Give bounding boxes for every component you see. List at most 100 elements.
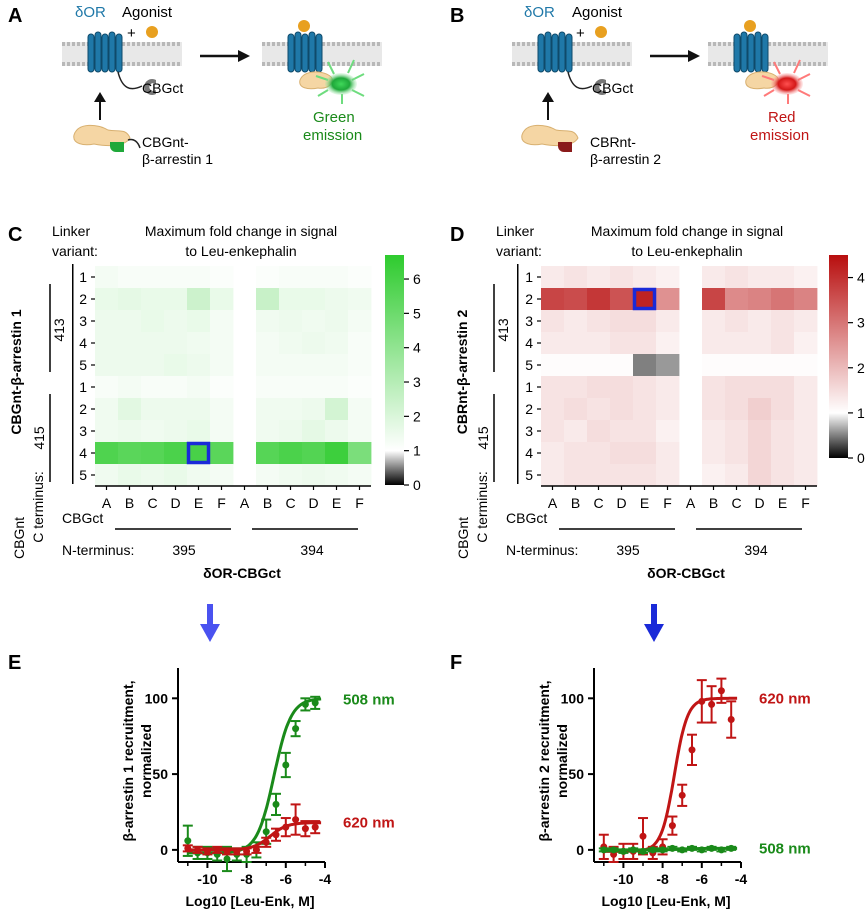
heatmap-cell [210, 354, 234, 377]
column-label: F [801, 495, 810, 511]
heatmap-cell [587, 464, 611, 487]
data-point [678, 846, 686, 854]
heatmap-cell [794, 464, 818, 487]
heatmap-cell [95, 442, 119, 465]
heatmap-cell [141, 442, 165, 465]
plus-sign: + [576, 25, 585, 42]
column-label: F [663, 495, 672, 511]
heatmap-cell [748, 442, 772, 465]
heatmap-cell [702, 464, 726, 487]
row-label: 5 [79, 467, 87, 483]
column-label: C [593, 495, 603, 511]
cbgct-label: CBGct [142, 80, 183, 96]
colorbar-tick-label: 3 [857, 315, 865, 331]
data-point [272, 800, 280, 808]
data-point [600, 846, 608, 854]
x-group-label-395: 395 [172, 542, 196, 558]
heatmap-cell [95, 332, 119, 355]
emission-label-line1: Red [768, 109, 796, 126]
row-label: 4 [79, 445, 87, 461]
heatmap-cell [610, 442, 634, 465]
column-label: B [571, 495, 580, 511]
panel-c: C Linker variant: Maximum fold change in… [8, 223, 421, 581]
heatmap-cell [141, 354, 165, 377]
heatmap-cell [325, 354, 349, 377]
heatmap-cell [794, 442, 818, 465]
data-point [301, 825, 309, 833]
arrestin-linker [127, 138, 141, 149]
colorbar-tick-label: 3 [413, 374, 421, 390]
heatmap-cell [141, 420, 165, 443]
series-508-nm: 508 nm [182, 692, 395, 873]
x-terminus-label-line1: CBGct [506, 510, 547, 526]
heatmap-cell [302, 398, 326, 421]
heatmap-cell [141, 332, 165, 355]
y-axis-title-line1: β-arrestin 1 recruitment, [120, 680, 136, 841]
heatmap-cell [656, 266, 680, 289]
heatmap-cell [325, 376, 349, 399]
heatmap-cell [587, 420, 611, 443]
column-label: E [778, 495, 787, 511]
linker-label-line1: Linker [52, 223, 90, 239]
heatmap-cell [302, 376, 326, 399]
heatmap-cell [187, 288, 211, 311]
heatmap-cell [279, 288, 303, 311]
heatmap-cell [118, 464, 142, 487]
c-tail-linker [117, 71, 143, 90]
row-label: 3 [525, 423, 533, 439]
row-label: 5 [525, 467, 533, 483]
heatmap-cell [725, 420, 749, 443]
heatmap-cell [541, 310, 565, 333]
heatmap-cell [771, 398, 795, 421]
heatmap-cell [794, 266, 818, 289]
heatmap-cell [279, 310, 303, 333]
row-label: 4 [525, 335, 533, 351]
heatmap-cell [187, 354, 211, 377]
heatmap-cell [210, 376, 234, 399]
column-label: D [616, 495, 626, 511]
row-label: 1 [79, 269, 87, 285]
panel-label-b: B [450, 5, 464, 27]
heatmap-cell [656, 332, 680, 355]
heatmap-cell [702, 398, 726, 421]
heatmap-cell [256, 420, 280, 443]
column-label: A [686, 495, 696, 511]
heatmap-cell [656, 420, 680, 443]
recruit-arrow-head-icon [94, 92, 106, 102]
heatmap-cell [610, 376, 634, 399]
heatmap-cell [633, 288, 657, 311]
heatmap-cell [325, 398, 349, 421]
colorbar-tick-label: 6 [413, 271, 421, 287]
data-point [262, 828, 270, 836]
x-axis-title: δOR-CBGct [203, 565, 281, 581]
row-label: 2 [79, 291, 87, 307]
data-point [698, 697, 706, 705]
agonist-label: Agonist [122, 4, 173, 21]
colorbar-tick-label: 4 [857, 270, 865, 286]
heatmap-cell [771, 420, 795, 443]
plus-sign: + [127, 25, 136, 42]
heatmap-cell [348, 376, 372, 399]
heatmap-cell [187, 464, 211, 487]
receptor-icon [87, 31, 123, 73]
data-point [717, 846, 725, 854]
heatmap-cell [771, 288, 795, 311]
data-point [708, 700, 716, 708]
heatmap-cell [587, 398, 611, 421]
heatmap-cell [118, 442, 142, 465]
heatmap-cell [587, 310, 611, 333]
series-620-nm: 620 nm [598, 677, 811, 863]
y-group-label-413: 413 [51, 318, 67, 342]
heatmap-cell [325, 442, 349, 465]
heatmap-cell [748, 266, 772, 289]
y-tick-label: 50 [568, 766, 584, 782]
heatmap-cell [279, 442, 303, 465]
heatmap-cell [633, 376, 657, 399]
colorbar-tick-label: 4 [413, 340, 421, 356]
heatmap-cell [164, 464, 188, 487]
arrestin-icon [521, 124, 579, 147]
row-label: 2 [525, 401, 533, 417]
agonist-ligand-icon [595, 26, 607, 38]
y-axis-title-line1: β-arrestin 2 recruitment, [536, 680, 552, 841]
